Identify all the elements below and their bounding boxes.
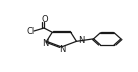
Text: O: O: [41, 15, 48, 24]
Text: N: N: [78, 36, 84, 45]
Text: N: N: [42, 39, 49, 48]
Text: Cl: Cl: [26, 27, 34, 36]
Text: N: N: [59, 45, 66, 54]
